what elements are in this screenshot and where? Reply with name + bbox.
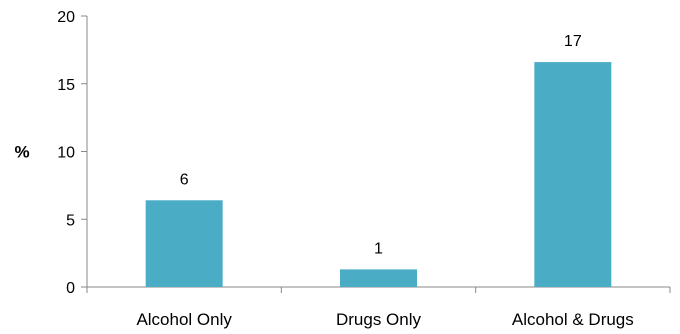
- data-label: 6: [180, 171, 189, 188]
- data-label: 17: [564, 33, 582, 50]
- y-ticks: 0 5 10 15 20: [57, 9, 87, 297]
- data-label: 1: [374, 240, 383, 257]
- category-label: Alcohol & Drugs: [512, 310, 634, 329]
- y-tick-label: 10: [57, 145, 75, 162]
- bar-drugs-only: [340, 269, 417, 287]
- bar-alcohol-only: [145, 200, 223, 287]
- bar-alcohol-drugs: [534, 62, 612, 287]
- y-axis-title: %: [14, 143, 29, 162]
- data-labels: 6 1 17: [180, 33, 582, 257]
- y-tick-label: 0: [66, 280, 75, 297]
- y-tick-label: 20: [57, 9, 75, 26]
- category-label: Alcohol Only: [136, 310, 232, 329]
- bars: [145, 62, 612, 287]
- y-tick-label: 15: [57, 77, 75, 94]
- y-tick-label: 5: [66, 212, 75, 229]
- category-labels: Alcohol Only Drugs Only Alcohol & Drugs: [86, 287, 671, 329]
- category-label: Drugs Only: [336, 310, 422, 329]
